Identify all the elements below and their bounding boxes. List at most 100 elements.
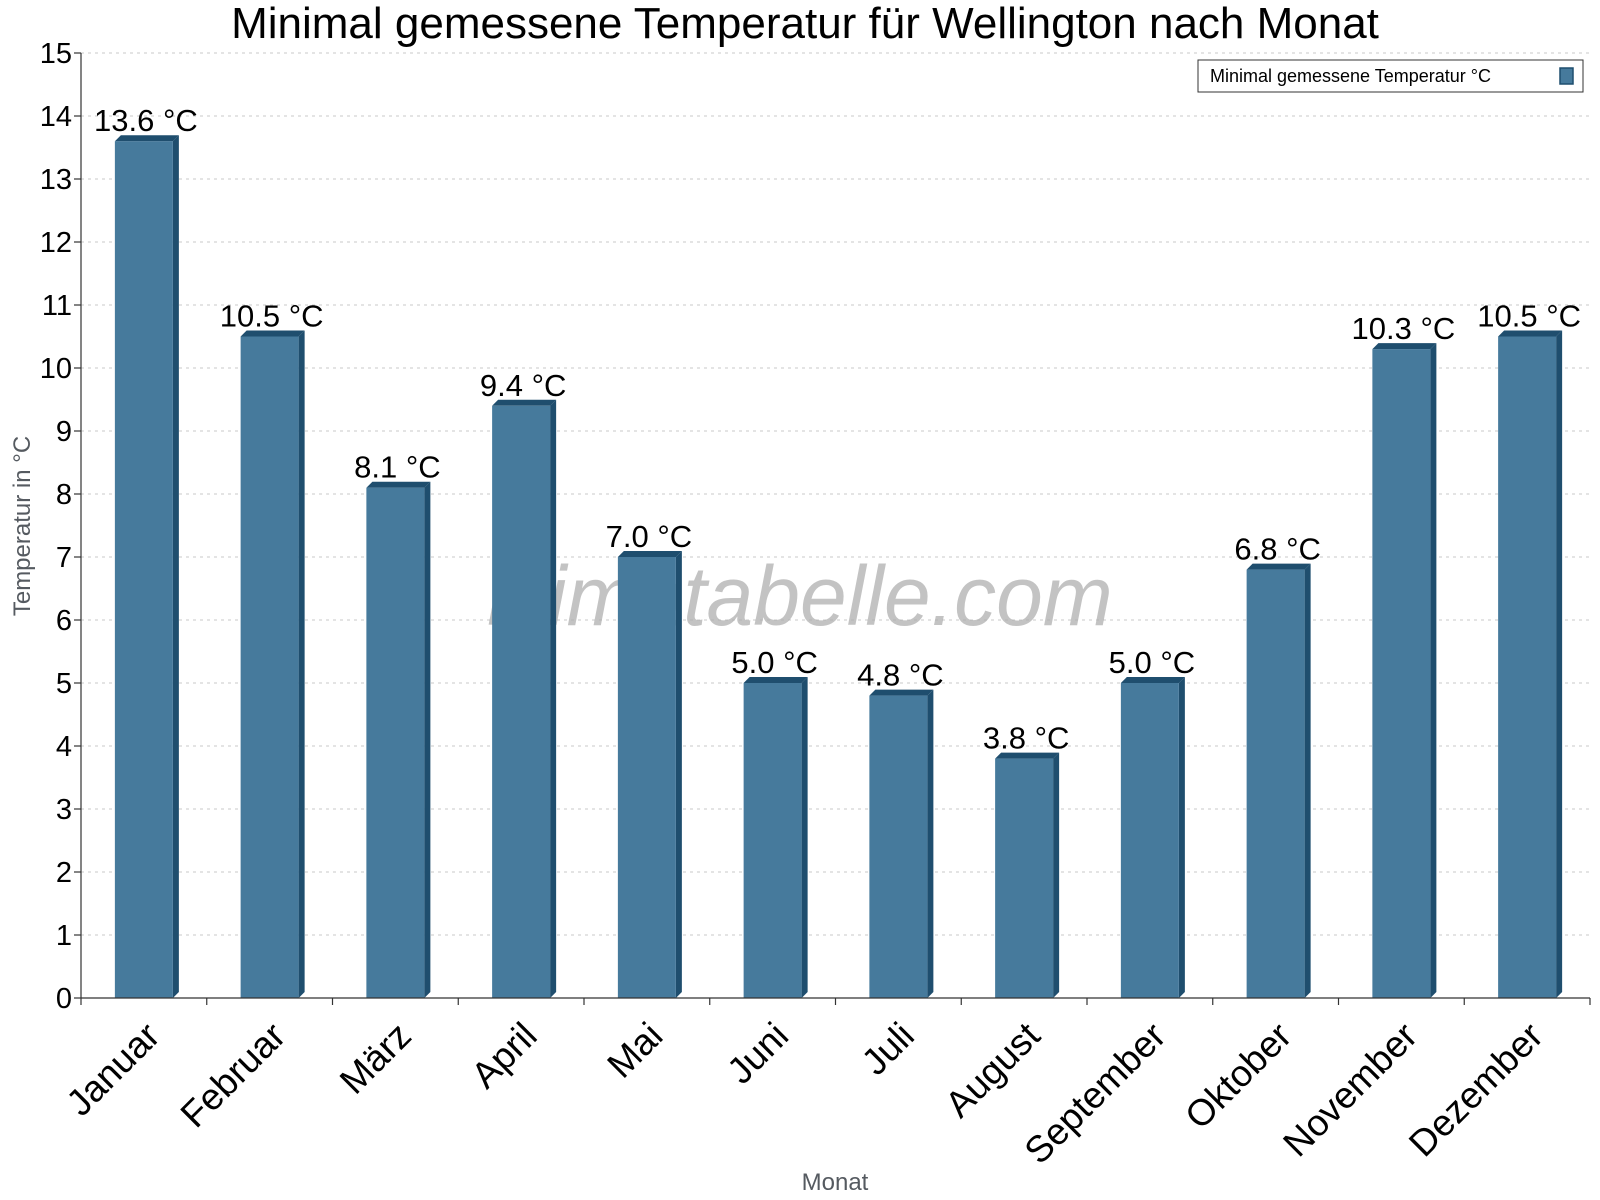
x-axis-ticks: Januar Februar März April Mai Juni Juli AugustS… <box>59 998 1591 1172</box>
bar-front <box>1246 569 1305 998</box>
x-tick-label: Januar <box>59 1015 168 1124</box>
y-tick-label: 6 <box>56 605 72 637</box>
bar-side <box>801 677 808 998</box>
bar-februar <box>240 330 305 998</box>
y-tick-label: 1 <box>56 920 72 952</box>
bar-dezember <box>1498 330 1563 998</box>
bar-side <box>1304 563 1311 998</box>
y-tick-label: 7 <box>56 542 72 574</box>
data-label: 9.4 °C <box>480 368 567 403</box>
data-label: 8.1 °C <box>354 450 441 485</box>
bar-august <box>995 752 1060 998</box>
y-tick-label: 0 <box>56 983 72 1015</box>
bar-top <box>492 399 557 406</box>
data-label: 7.0 °C <box>606 519 693 554</box>
bar-side <box>1430 343 1437 999</box>
bar-top <box>869 689 934 696</box>
bar-top <box>114 135 179 142</box>
bar-april <box>492 399 557 998</box>
bar-side <box>1053 752 1060 998</box>
legend: Minimal gemessene Temperatur °C <box>1197 59 1584 93</box>
y-tick-label: 9 <box>56 416 72 448</box>
data-label: 10.5 °C <box>220 299 324 334</box>
bar-september <box>1120 677 1185 998</box>
bar-side <box>1556 330 1563 998</box>
axes <box>80 53 1590 999</box>
bar-side <box>927 689 934 998</box>
bar-januar <box>114 135 179 998</box>
bar-top <box>617 551 682 557</box>
bar-front <box>240 336 299 998</box>
bar-front <box>1120 683 1179 998</box>
bar-top <box>1120 677 1185 683</box>
bar-side <box>1178 677 1185 998</box>
x-tick-label: Juli <box>854 1015 922 1083</box>
bar-top <box>1498 330 1563 337</box>
x-tick-label: Juni <box>719 1015 796 1092</box>
chart-title: Minimal gemessene Temperatur für Welling… <box>231 0 1379 48</box>
y-tick-label: 12 <box>40 227 72 259</box>
gridlines <box>81 52 1590 936</box>
x-tick-label: April <box>463 1015 544 1096</box>
x-tick-label: Mai <box>599 1015 670 1086</box>
bar-top <box>1246 563 1311 570</box>
bar-front <box>114 141 173 998</box>
x-tick-label: Dezember <box>1401 1015 1551 1165</box>
y-tick-label: 5 <box>56 668 72 700</box>
y-tick-label: 2 <box>56 857 72 889</box>
y-tick-label: 8 <box>56 479 72 511</box>
bar-top <box>240 330 305 337</box>
data-label: 13.6 °C <box>94 103 198 138</box>
y-tick-label: 10 <box>40 353 72 385</box>
bar-front <box>1372 349 1431 999</box>
legend-swatch <box>1559 67 1574 85</box>
bar-oktober <box>1246 563 1311 998</box>
x-tick-label: Oktober <box>1177 1015 1299 1137</box>
bar-side <box>550 399 557 998</box>
y-tick-label: 13 <box>40 164 72 196</box>
bar-juli <box>869 689 934 998</box>
bar-front <box>869 695 928 998</box>
bar-side <box>298 330 305 998</box>
y-tick-label: 11 <box>42 290 72 322</box>
bar-front <box>366 487 425 998</box>
bar-top <box>995 752 1060 759</box>
bar-front <box>995 758 1054 998</box>
bar-side <box>424 481 431 998</box>
data-label: 6.8 °C <box>1234 532 1321 567</box>
bar-side <box>675 551 682 998</box>
data-label: 4.8 °C <box>857 658 944 693</box>
y-axis-title: Temperatur in °C <box>9 436 36 616</box>
data-label: 5.0 °C <box>731 645 818 680</box>
bar-mai <box>617 551 682 998</box>
bar-side <box>172 135 179 998</box>
bars <box>114 135 1563 999</box>
x-tick-label: November <box>1275 1015 1425 1165</box>
watermark: klimatabelle.com <box>487 549 1113 643</box>
y-tick-label: 3 <box>56 794 72 826</box>
bar-front <box>492 405 551 998</box>
x-axis-title: Monat <box>802 1169 869 1196</box>
y-tick-label: 4 <box>56 731 72 763</box>
data-label: 10.3 °C <box>1352 311 1456 346</box>
y-tick-label: 15 <box>40 38 72 70</box>
bar-front <box>743 683 802 998</box>
legend-label: Minimal gemessene Temperatur °C <box>1210 66 1491 86</box>
x-tick-label: August <box>937 1014 1048 1125</box>
bar-november <box>1372 343 1437 999</box>
bar-top <box>366 481 431 488</box>
bar-top <box>743 677 808 683</box>
data-labels: 13.6 °C 10.5 °C 8.1 °C 9.4 °C 7.0 °C 5.0 °C 4.… <box>94 103 1581 755</box>
bar-märz <box>366 481 431 998</box>
bar-top <box>1372 343 1437 350</box>
x-tick-label: Februar <box>173 1015 294 1136</box>
data-label: 5.0 °C <box>1109 645 1196 680</box>
bar-front <box>1498 336 1557 998</box>
bar-front <box>617 557 676 998</box>
bar-juni <box>743 677 808 998</box>
x-tick-label: März <box>332 1015 419 1102</box>
data-label: 3.8 °C <box>983 721 1070 756</box>
y-tick-label: 14 <box>40 101 72 133</box>
